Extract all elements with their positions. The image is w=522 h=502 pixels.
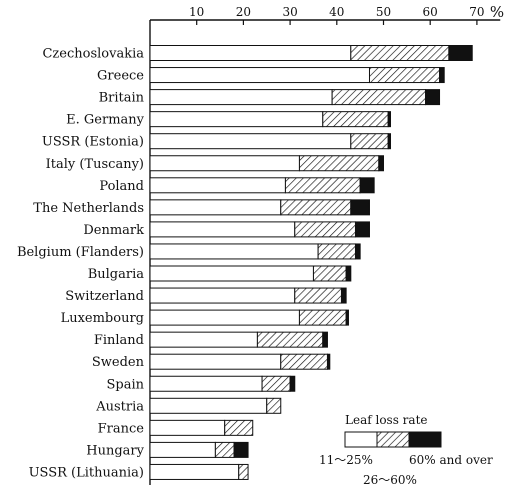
bar-segment-hatch (294, 221, 356, 238)
bar-segment-black (387, 111, 392, 128)
bar-segment-black (340, 287, 347, 304)
legend-title: Leaf loss rate (345, 413, 428, 427)
legend-swatch-black (408, 431, 442, 448)
category-label: Finland (94, 333, 144, 348)
category-label: Bulgaria (88, 267, 145, 282)
bar-segment-hatch (284, 177, 361, 194)
legend-swatch-hatch (376, 431, 410, 448)
bar-segment-white (149, 331, 258, 348)
bar-segment-hatch (224, 419, 254, 436)
category-label: Belgium (Flanders) (17, 245, 144, 260)
x-tick-label: 50 (376, 5, 391, 19)
bar-segment-hatch (350, 45, 450, 61)
bar-segment-black (354, 221, 370, 238)
legend-swatch-white (344, 431, 378, 448)
bar-segment-black (326, 353, 331, 370)
bar-segment-white (149, 441, 216, 458)
category-label: Poland (99, 179, 144, 194)
bar-segment-white (149, 375, 263, 392)
category-label: Denmark (83, 223, 144, 238)
category-label: Austria (95, 399, 144, 414)
legend-label: 60% and over (409, 453, 493, 467)
category-label: Czechoslovakia (42, 47, 144, 62)
bar-segment-black (322, 331, 328, 348)
bar-segment-white (149, 177, 286, 194)
category-label: E. Germany (66, 113, 144, 128)
category-label: The Netherlands (33, 201, 144, 216)
bar-segment-hatch (298, 155, 380, 172)
x-tick-label: 60 (423, 5, 438, 19)
x-tick-label: 40 (329, 5, 344, 19)
category-label: France (98, 421, 145, 436)
bar-segment-hatch (322, 111, 389, 128)
bar-segment-hatch (238, 463, 249, 480)
bar-segment-black (233, 441, 249, 458)
bar-segment-hatch (317, 243, 356, 260)
category-label: Hungary (86, 443, 144, 458)
bars-layer (149, 45, 473, 480)
bar-segment-white (149, 133, 352, 150)
x-tick-label: 70 (469, 5, 484, 19)
bar-segment-hatch (214, 441, 235, 458)
bar-segment-hatch (350, 133, 389, 150)
bar-segment-black (350, 199, 370, 216)
bar-segment-black (345, 265, 352, 282)
category-label: USSR (Lithuania) (29, 465, 144, 480)
x-tick-label: 10 (189, 5, 204, 19)
bar-segment-white (149, 89, 333, 106)
x-unit-label: % (490, 3, 504, 21)
bar-segment-white (149, 463, 240, 480)
x-tick-label: 30 (282, 5, 297, 19)
bar-segment-black (387, 133, 392, 150)
bar-segment-white (149, 353, 282, 370)
category-label: Greece (97, 69, 144, 84)
bar-segment-hatch (266, 397, 282, 414)
bar-segment-white (149, 221, 296, 238)
category-labels: Czechoslovakia Greece Britain E. Germany USS… (17, 47, 145, 481)
bar-segment-black (289, 375, 296, 392)
category-label: Sweden (92, 355, 145, 370)
bar-segment-hatch (294, 287, 342, 304)
legend-label: 11～25% (319, 453, 373, 467)
category-label: Spain (106, 377, 144, 392)
bar-segment-hatch (256, 331, 324, 348)
bar-segment-white (149, 111, 324, 128)
bar-segment-white (149, 397, 268, 414)
bar-segment-hatch (312, 265, 347, 282)
category-label: USSR (Estonia) (42, 135, 144, 150)
bar-segment-black (439, 67, 445, 84)
bar-segment-white (149, 265, 314, 282)
bar-segment-hatch (331, 89, 427, 106)
bar-segment-black (359, 177, 375, 194)
category-label: Switzerland (65, 289, 144, 304)
legend: Leaf loss rate 11～25% 26～60% 60% and over (319, 413, 493, 487)
bar-segment-black (425, 89, 441, 106)
bar-segment-hatch (368, 67, 441, 84)
bar-segment-white (149, 199, 282, 216)
category-label: Britain (99, 91, 145, 106)
x-tick-label: 20 (236, 5, 251, 19)
bar-segment-white (149, 287, 296, 304)
bar-segment-hatch (280, 353, 328, 370)
bar-segment-white (149, 155, 300, 172)
bar-segment-black (345, 309, 349, 326)
bar-segment-black (448, 45, 473, 61)
bar-segment-white (149, 243, 319, 260)
category-label: Luxembourg (61, 311, 144, 326)
bar-segment-black (378, 155, 384, 172)
bar-segment-hatch (280, 199, 352, 216)
bar-segment-hatch (298, 309, 347, 326)
bar-segment-white (149, 309, 300, 326)
bar-segment-hatch (261, 375, 291, 392)
bar-segment-black (354, 243, 361, 260)
category-label: Italy (Tuscany) (46, 157, 144, 172)
bar-segment-white (149, 419, 226, 436)
legend-label: 26～60% (363, 473, 417, 487)
bar-segment-white (149, 67, 370, 84)
bar-segment-white (149, 45, 352, 61)
